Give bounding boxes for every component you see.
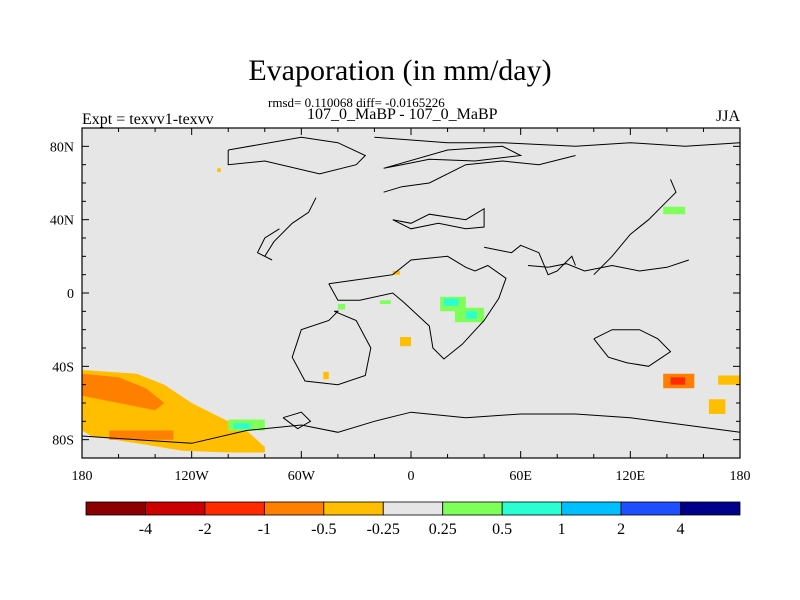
x-tick-label: 0 [408, 469, 415, 484]
coastline-eurasia-arctic [374, 136, 741, 147]
region-south-pacific-core [82, 373, 165, 411]
colorbar-label: -2 [198, 521, 211, 538]
coastline-australia [593, 329, 672, 367]
colorbar-swatch [145, 501, 206, 516]
coastline-africa [328, 255, 507, 360]
y-tick-label: 80S [52, 434, 74, 449]
colorbar-swatch [204, 501, 265, 516]
region-africa-orange-3 [323, 371, 329, 380]
coastline-southeast-asia [527, 259, 689, 272]
coastline-south-america [291, 310, 372, 386]
colorbar-swatch [501, 501, 563, 516]
region-nz-negative [708, 399, 726, 414]
chart-title: Evaporation (in mm/day) [248, 54, 552, 87]
experiment-label: Expt = texvv1-texvv [82, 111, 214, 128]
colorbar-swatch [323, 501, 384, 516]
coastline-asia-east [593, 179, 677, 276]
region-arctic-yellow [217, 168, 221, 172]
colorbar-swatch [382, 501, 444, 516]
stats-subtitle: rmsd= 0.110068 diff= -0.0165226 [268, 95, 445, 110]
colorbar-swatch [620, 501, 681, 516]
coastline-europe-med [392, 207, 485, 230]
colorbar-swatch [442, 501, 503, 516]
region-africa-cyan-2 [465, 311, 477, 319]
coastline-antarctic-peninsula [282, 411, 312, 430]
x-tick-label: 120W [175, 469, 210, 484]
colorbar-label: -0.25 [367, 521, 400, 538]
season-label: JJA [716, 108, 741, 125]
x-tick-label: 60E [509, 469, 532, 484]
y-tick-label: 40N [50, 214, 74, 229]
y-tick-label: 0 [67, 287, 74, 302]
region-africa-green-3 [337, 304, 346, 310]
region-australia-south-core [670, 377, 686, 385]
region-africa-green-4 [379, 300, 391, 304]
colorbar-label: -4 [139, 521, 152, 538]
x-tick-label: 60W [288, 469, 316, 484]
region-africa-cyan-1 [443, 298, 459, 306]
colorbar-swatch [263, 501, 325, 516]
coastline-north-america-coast [256, 197, 317, 261]
y-tick-label: 40S [52, 360, 74, 375]
region-south-pacific-band [109, 430, 174, 440]
x-tick-label: 180 [730, 469, 751, 484]
coastline-arabia-india [484, 244, 576, 276]
region-south-pacific-cyan [233, 423, 251, 429]
colorbar-label: -0.5 [311, 521, 336, 538]
colorbar-swatch [680, 501, 741, 516]
colorbar-label: 0.25 [429, 521, 457, 538]
x-tick-label: 180 [72, 469, 93, 484]
region-africa-orange-1 [400, 337, 411, 347]
coastline-greenland [383, 145, 523, 169]
colorbar-swatch [561, 501, 622, 516]
y-tick-label: 80N [50, 140, 74, 155]
coastline-antarctica [81, 411, 741, 444]
region-east-asia-green [663, 206, 686, 215]
runs-subtitle: 107_0_MaBP - 107_0_MaBP [307, 106, 498, 123]
colorbar-label: 1 [558, 521, 566, 538]
colorbar-label: 2 [617, 521, 625, 538]
colorbar-label: 4 [677, 521, 685, 538]
coastline-europe-north [383, 155, 576, 193]
colorbar-label: -1 [258, 521, 271, 538]
coastline-north-america-arctic [227, 136, 367, 175]
x-tick-label: 120E [616, 469, 646, 484]
region-east-australia-negative [718, 375, 740, 385]
colorbar-label: 0.5 [492, 521, 512, 538]
colorbar-swatch [85, 501, 146, 516]
